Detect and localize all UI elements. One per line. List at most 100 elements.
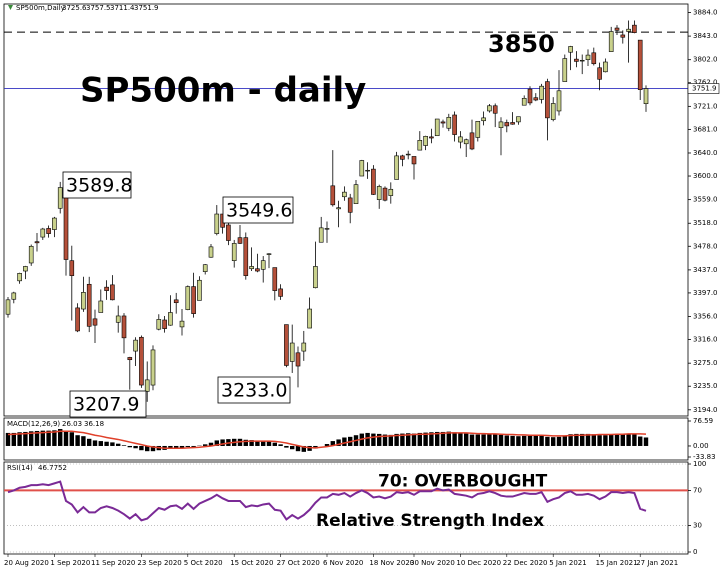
- macd-bar: [574, 433, 579, 446]
- macd-bar: [423, 432, 428, 446]
- last-price-label: 3751.9: [692, 85, 717, 93]
- candle-body: [266, 253, 272, 255]
- macd-bar: [626, 433, 631, 446]
- headline: SP500m - daily: [80, 71, 366, 111]
- candle-body: [278, 288, 283, 297]
- macd-bar: [116, 443, 121, 446]
- macd-bar: [179, 445, 185, 449]
- candle-body: [110, 284, 115, 301]
- macd-bar: [249, 440, 254, 446]
- macd-bar: [545, 436, 550, 446]
- candle-body: [272, 267, 278, 291]
- y-tick-label: 100: [693, 460, 706, 468]
- x-tick-label: 23 Sep 2020: [137, 559, 181, 567]
- candle-body: [162, 319, 167, 329]
- candle-body: [458, 136, 463, 143]
- candle-body: [156, 319, 162, 330]
- macd-bar: [417, 432, 422, 446]
- candle-body: [516, 116, 521, 123]
- candle-body: [231, 243, 237, 261]
- candle-body: [643, 88, 649, 104]
- candle-body: [115, 315, 121, 323]
- candle-body: [597, 67, 602, 80]
- signal-line: [7, 430, 647, 450]
- candle-body: [556, 90, 562, 112]
- macd-bar: [591, 434, 596, 446]
- candle-body: [40, 228, 46, 238]
- rsi-panel: [3, 461, 689, 555]
- macd-bar: [429, 432, 434, 446]
- candle-body: [34, 241, 40, 244]
- candle-body: [562, 58, 568, 82]
- candle-body: [98, 300, 104, 313]
- macd-bar: [556, 436, 562, 446]
- y-tick-label: 3194.0: [693, 406, 718, 414]
- candle-body: [568, 46, 573, 53]
- candle-body: [284, 324, 289, 366]
- candle-body: [46, 228, 51, 234]
- macd-bar: [522, 435, 527, 446]
- y-tick-label: 3397.0: [693, 289, 718, 297]
- candle-body: [411, 156, 417, 165]
- last-price-box: [687, 83, 720, 94]
- candle-body: [139, 336, 144, 386]
- candle-body: [632, 24, 637, 33]
- y-tick-label: 3681.0: [693, 125, 718, 133]
- macd-bar: [452, 432, 457, 446]
- y-tick-label: 3640.0: [693, 149, 718, 157]
- y-tick-label: 30: [693, 522, 702, 530]
- candle-body: [63, 196, 69, 260]
- macd-bar: [278, 444, 283, 446]
- candle-body: [17, 273, 22, 282]
- macd-bar: [34, 430, 40, 446]
- candle-body: [504, 122, 510, 127]
- callout-label: 3233.0: [221, 380, 287, 402]
- y-tick-label: 3843.0: [693, 32, 718, 40]
- candle-body: [626, 28, 631, 32]
- candle-body: [376, 186, 382, 200]
- macd-bar: [127, 445, 132, 448]
- candle-body: [591, 52, 597, 65]
- macd-bar: [40, 430, 45, 446]
- candle-body: [492, 105, 498, 114]
- candle-body: [226, 224, 231, 241]
- y-tick-label: 3316.0: [693, 336, 718, 344]
- macd-bar: [638, 436, 643, 446]
- candle-body: [446, 116, 452, 129]
- candle-body: [550, 103, 556, 120]
- macd-bar: [481, 434, 486, 446]
- candle-body: [202, 264, 208, 272]
- candle-body: [23, 266, 28, 272]
- candle-body: [75, 307, 80, 332]
- candle-body: [214, 213, 220, 234]
- macd-bar: [214, 440, 219, 446]
- macd-bar: [475, 434, 480, 446]
- callout-box: [69, 390, 147, 418]
- y-tick-label: 0: [693, 548, 697, 556]
- header-value: 3751.9: [134, 4, 159, 12]
- macd-panel: [3, 417, 689, 461]
- candle-body: [463, 139, 469, 145]
- callout-box: [217, 376, 291, 404]
- macd-bar: [562, 435, 567, 446]
- macd-bar: [620, 433, 625, 446]
- macd-bar: [191, 445, 196, 447]
- chart-title: SP500m,Daily: [16, 4, 65, 12]
- macd-bar: [406, 433, 411, 446]
- candle-body: [510, 122, 515, 125]
- candle-body: [289, 342, 295, 362]
- x-tick-label: 5 Oct 2020: [184, 559, 223, 567]
- candle-body: [173, 299, 179, 304]
- macd-bar: [150, 445, 156, 452]
- x-tick-label: 10 Dec 2020: [456, 559, 501, 567]
- candle-body: [144, 379, 150, 392]
- callout-box: [62, 171, 132, 199]
- candle-body: [179, 320, 185, 328]
- candle-body: [603, 61, 608, 73]
- candle-body: [86, 283, 92, 327]
- macd-bar: [81, 436, 86, 446]
- y-tick-label: 3437.0: [693, 266, 718, 274]
- rsi-annotation: Relative Strength Index: [316, 511, 544, 531]
- candle-body: [527, 88, 533, 104]
